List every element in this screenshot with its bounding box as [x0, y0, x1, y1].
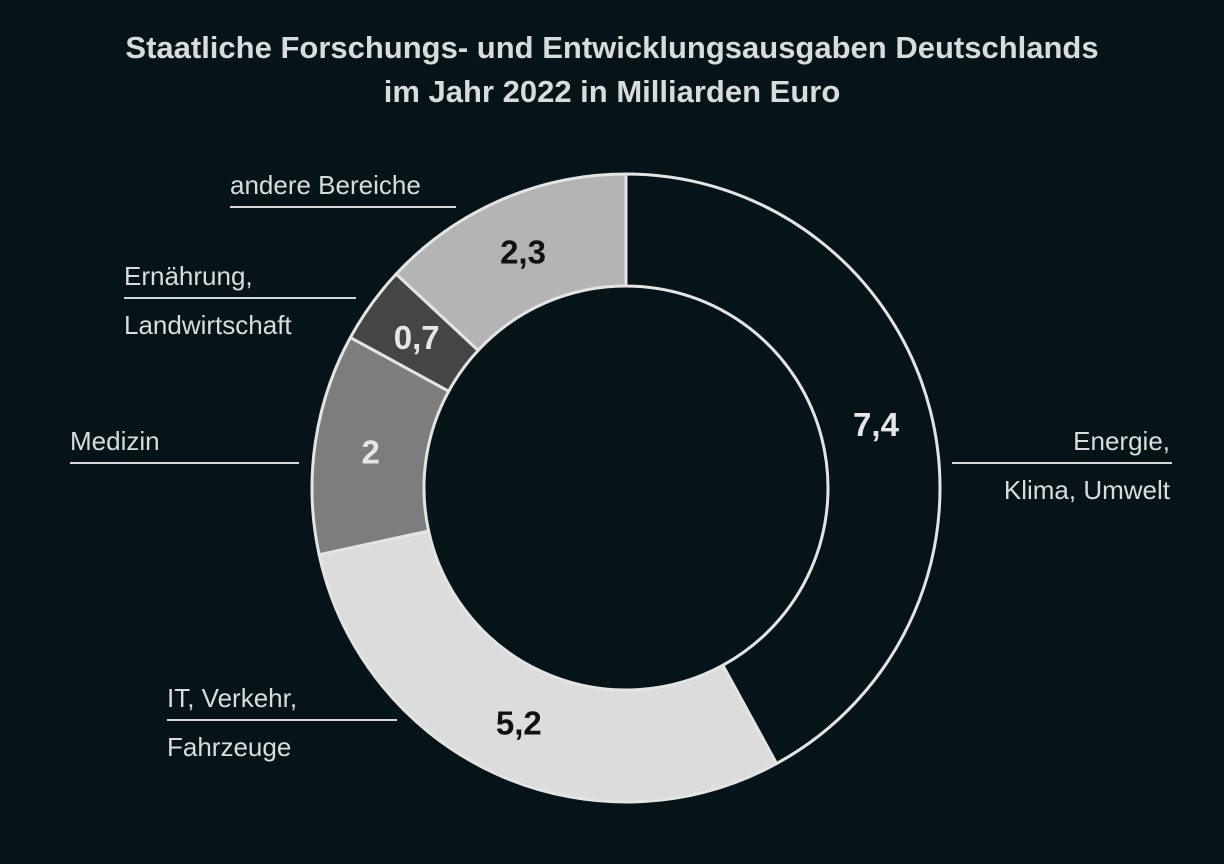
- slice-category-label: Medizin: [70, 426, 160, 456]
- slice-category-label: Klima, Umwelt: [1004, 475, 1171, 505]
- donut-slice: [317, 529, 779, 804]
- slice-category-label: Energie,: [1073, 426, 1170, 456]
- slice-category-label: andere Bereiche: [230, 170, 421, 200]
- slice-value-label: 5,2: [496, 705, 542, 742]
- slice-category-label: Ernährung,: [124, 261, 253, 291]
- chart-title-line-2: im Jahr 2022 in Milliarden Euro: [383, 74, 841, 109]
- slice-value-label: 2,3: [500, 233, 546, 270]
- donut-slice: [624, 172, 942, 766]
- slice-value-label: 2: [361, 433, 379, 470]
- chart-title-line-1: Staatliche Forschungs- und Entwicklungsa…: [125, 30, 1099, 65]
- donut-slice: [394, 172, 628, 353]
- chart-title: Staatliche Forschungs- und Entwicklungsa…: [0, 26, 1224, 114]
- slice-category-label: Fahrzeuge: [167, 732, 291, 762]
- slice-category-label: IT, Verkehr,: [167, 683, 297, 713]
- slice-value-label: 0,7: [394, 319, 440, 356]
- slice-category-label: Landwirtschaft: [124, 310, 292, 340]
- slice-value-label: 7,4: [853, 406, 900, 443]
